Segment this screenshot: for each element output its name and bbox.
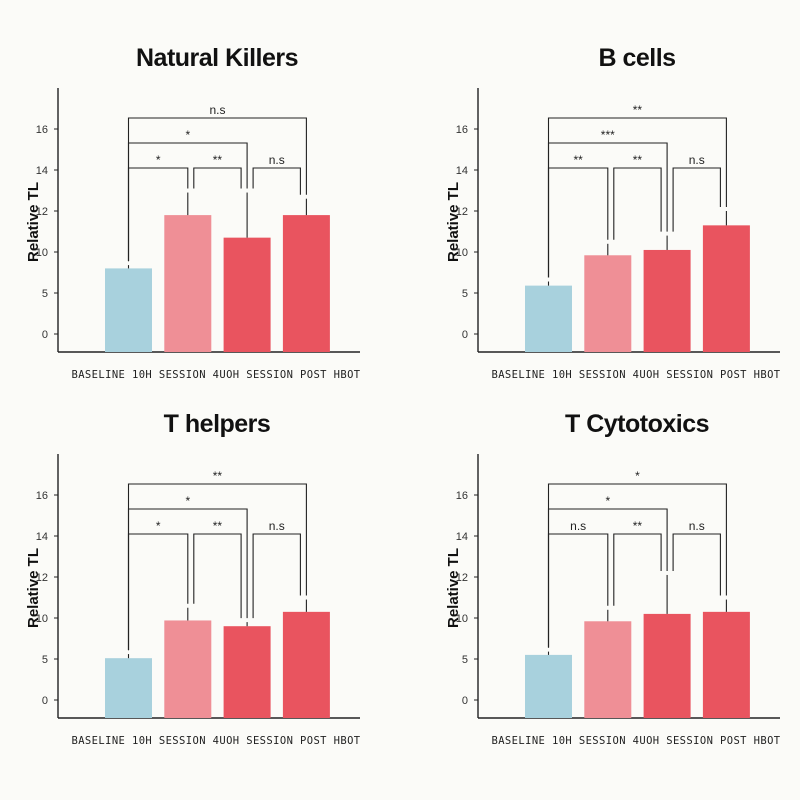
bar (584, 621, 632, 718)
bar (643, 249, 691, 352)
significance-label: * (605, 494, 610, 508)
significance-bracket (252, 533, 301, 619)
y-tick-label: 14 (456, 531, 468, 543)
bar (223, 237, 271, 352)
significance-bracket (547, 117, 727, 278)
y-tick-label: 5 (42, 288, 48, 300)
chart-svg: 0 5 10 12 14 16 Relative TL BASELINE 10H SESSIO… (445, 454, 780, 747)
x-category-labels: BASELINE 10H SESSION 4UOH SESSION POST H… (71, 369, 360, 381)
chart-title: B cells (598, 44, 676, 72)
chart-svg: 0 5 10 12 14 16 Relative TL BASELINE 10H SESSIO… (445, 88, 780, 381)
chart-title: Natural Killers (135, 44, 299, 72)
bar (702, 225, 750, 352)
significance-label: * (156, 519, 161, 533)
significance-label: * (635, 469, 640, 483)
bar (223, 626, 271, 718)
y-tick-label: 16 (456, 124, 468, 136)
significance-label: n.s (269, 519, 285, 533)
significance-bracket (193, 167, 242, 189)
significance-label: ** (213, 153, 223, 167)
y-tick-label: 14 (36, 165, 48, 177)
chart-svg: 0 5 10 12 14 16 Relative TL BASELINE 10H SESSIO… (25, 88, 360, 381)
significance-bracket (613, 533, 662, 606)
y-axis-label: Relative TL (445, 548, 462, 628)
bar (702, 611, 750, 718)
y-tick-label: 0 (42, 695, 48, 707)
chart-title: T helpers (163, 410, 271, 438)
x-category-labels: BASELINE 10H SESSION 4UOH SESSION POST H… (491, 735, 780, 747)
significance-label: * (185, 494, 190, 508)
significance-bracket (127, 483, 307, 651)
y-tick-label: 12 (456, 572, 468, 584)
bar (105, 268, 152, 352)
significance-label: ** (213, 469, 223, 483)
significance-bracket (127, 117, 307, 262)
significance-label: n.s (689, 153, 705, 167)
bar (643, 613, 691, 718)
significance-label: *** (601, 128, 615, 142)
y-tick-label: 14 (456, 165, 468, 177)
bar (105, 658, 152, 718)
x-category-labels: BASELINE 10H SESSION 4UOH SESSION POST H… (491, 369, 780, 381)
y-tick-label: 10 (456, 247, 468, 259)
significance-bracket (252, 167, 301, 195)
significance-label: * (156, 153, 161, 167)
significance-label: n.s (269, 153, 285, 167)
significance-label: ** (633, 153, 643, 167)
significance-label: n.s (570, 519, 586, 533)
significance-label: n.s (689, 519, 705, 533)
y-tick-label: 16 (36, 124, 48, 136)
y-tick-label: 0 (42, 329, 48, 341)
significance-label: n.s (209, 103, 225, 117)
y-tick-label: 12 (456, 206, 468, 218)
chart-panel-t-cytotoxics: 0 5 10 12 14 16 Relative TL BASELINE 10H SESSIO… (420, 366, 800, 766)
y-tick-label: 5 (462, 288, 468, 300)
significance-bracket (672, 167, 721, 232)
y-axis-label: Relative TL (25, 182, 42, 262)
chart-title: T Cytotoxics (564, 410, 710, 438)
y-tick-label: 16 (456, 490, 468, 502)
y-tick-label: 10 (456, 613, 468, 625)
y-axis-label: Relative TL (445, 182, 462, 262)
y-tick-label: 16 (36, 490, 48, 502)
significance-bracket (193, 533, 242, 619)
significance-label: * (185, 128, 190, 142)
chart-panel-natural-killers: 0 5 10 12 14 16 Relative TL BASELINE 10H SESSIO… (0, 0, 400, 400)
x-category-labels: BASELINE 10H SESSION 4UOH SESSION POST H… (71, 735, 360, 747)
bar (282, 215, 330, 352)
y-tick-label: 0 (462, 695, 468, 707)
chart-panel-t-helpers: 0 5 10 12 14 16 Relative TL BASELINE 10H SESSIO… (0, 366, 400, 766)
significance-label: ** (633, 519, 643, 533)
y-axis-label: Relative TL (25, 548, 42, 628)
bar (164, 620, 212, 718)
significance-label: ** (213, 519, 223, 533)
y-tick-label: 10 (36, 247, 48, 259)
significance-bracket (613, 167, 662, 240)
significance-bracket (547, 483, 727, 648)
significance-bracket (672, 533, 721, 596)
significance-label: ** (573, 153, 583, 167)
significance-label: ** (633, 103, 643, 117)
chart-panel-b-cells: 0 5 10 12 14 16 Relative TL BASELINE 10H SESSIO… (420, 0, 800, 400)
bar (164, 215, 212, 352)
bar (584, 255, 632, 352)
bar (525, 654, 572, 718)
y-tick-label: 14 (36, 531, 48, 543)
y-tick-label: 5 (42, 654, 48, 666)
chart-svg: 0 5 10 12 14 16 Relative TL BASELINE 10H SESSIO… (25, 454, 360, 747)
y-tick-label: 12 (36, 572, 48, 584)
bar (525, 285, 572, 352)
y-tick-label: 12 (36, 206, 48, 218)
y-tick-label: 10 (36, 613, 48, 625)
bar (282, 611, 330, 718)
y-tick-label: 5 (462, 654, 468, 666)
y-tick-label: 0 (462, 329, 468, 341)
